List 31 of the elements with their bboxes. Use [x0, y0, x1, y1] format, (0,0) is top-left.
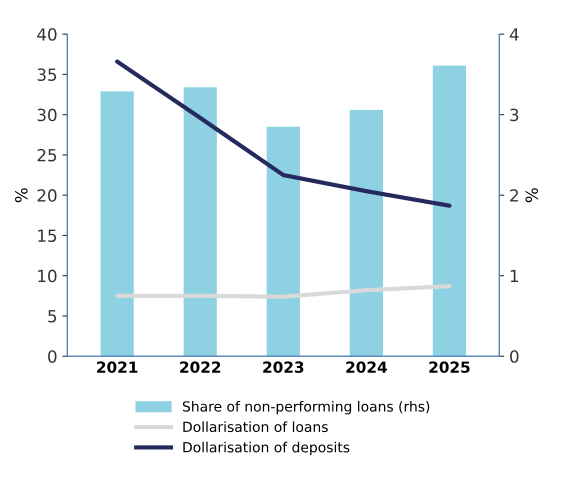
y-tick-label: 20 — [38, 189, 56, 202]
y-tick-label: 10 — [38, 270, 56, 282]
bar — [432, 66, 466, 356]
bar — [266, 126, 300, 356]
x-tick-label: 2024 — [346, 361, 387, 373]
bar — [184, 87, 217, 356]
bar — [350, 110, 383, 356]
legend-label: Dollarisation of deposits — [183, 442, 350, 456]
y2-axis-title: % — [525, 188, 538, 202]
y2-tick-label: 3 — [510, 108, 518, 122]
x-tick-label: 2023 — [263, 361, 304, 373]
bar — [100, 91, 134, 356]
legend-label: Share of non-performing loans (rhs) — [182, 400, 430, 414]
y-tick-label: 25 — [38, 148, 56, 162]
y-tick-label: 35 — [38, 68, 56, 81]
y2-tick-label: 4 — [510, 28, 519, 40]
line-series — [115, 59, 452, 208]
y-tick-label: 40 — [37, 28, 56, 41]
y2-tick-label: 1 — [510, 270, 518, 282]
y2-tick-label: 2 — [510, 189, 518, 202]
x-tick-label: 2021 — [97, 361, 138, 373]
legend-label: Dollarisation of loans — [183, 421, 328, 432]
y-tick-label: 15 — [38, 230, 56, 242]
y-tick-label: 5 — [48, 310, 56, 323]
y-tick-label: 30 — [38, 108, 56, 122]
x-tick-label: 2022 — [180, 361, 220, 373]
y-axis-title: % — [15, 188, 28, 202]
y-tick-label: 0 — [48, 350, 56, 363]
line-series — [115, 284, 452, 299]
x-tick-label: 2025 — [429, 361, 470, 373]
y2-tick-label: 0 — [510, 350, 519, 363]
